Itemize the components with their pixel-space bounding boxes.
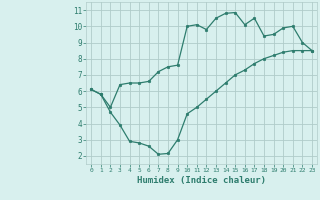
X-axis label: Humidex (Indice chaleur): Humidex (Indice chaleur) [137,176,266,185]
